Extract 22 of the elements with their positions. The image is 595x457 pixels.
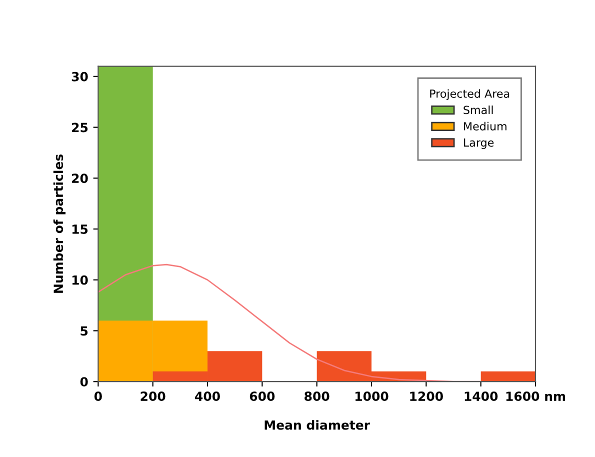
x-tick-label: 800 — [304, 392, 330, 401]
legend-label: Large — [464, 138, 494, 149]
x-tick-label: 0 — [94, 392, 102, 401]
x-tick-label: 400 — [195, 392, 220, 401]
x-axis-title: Mean diameter — [264, 420, 370, 430]
legend-title: Projected Area — [430, 89, 510, 100]
y-tick-label: 5 — [80, 326, 88, 336]
legend-label: Medium — [464, 122, 506, 130]
y-tick-label: 15 — [72, 224, 88, 234]
x-tick-label: 1400 — [464, 392, 498, 401]
y-tick-label: 10 — [72, 275, 88, 285]
x-tick-label: 1200 — [410, 392, 443, 401]
y-tick-label: 25 — [72, 122, 88, 132]
x-tick-label: 600 — [250, 392, 275, 401]
x-tick-label: 1000 — [356, 392, 388, 401]
y-tick-label: 20 — [72, 174, 88, 184]
x-tick-label: 1600 nm — [506, 392, 566, 401]
x-tick-label: 200 — [140, 392, 166, 401]
y-axis-title: Number of particles — [53, 154, 66, 293]
y-tick-label: 0 — [80, 377, 88, 387]
y-tick-label: 30 — [72, 72, 88, 82]
legend-label: Small — [464, 106, 493, 114]
